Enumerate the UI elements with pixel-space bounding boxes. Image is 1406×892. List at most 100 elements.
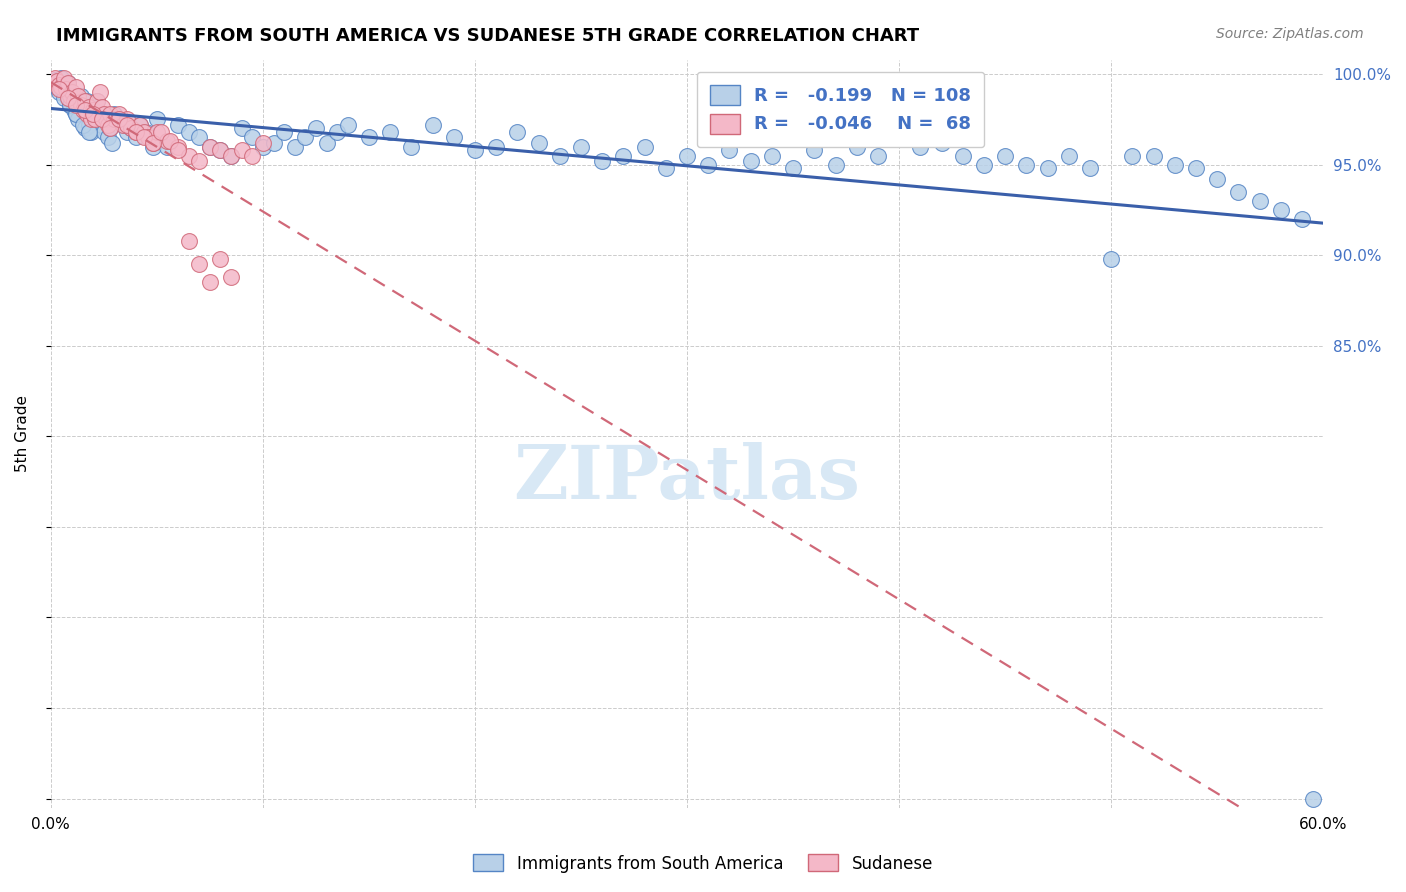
Point	[65, 98, 87, 112]
Point	[219, 148, 242, 162]
Point	[198, 139, 221, 153]
Point	[150, 125, 173, 139]
Point	[46, 79, 69, 94]
Point	[401, 139, 423, 153]
Point	[209, 143, 232, 157]
Point	[1302, 791, 1324, 805]
Point	[80, 112, 103, 127]
Point	[111, 118, 134, 132]
Point	[124, 125, 146, 139]
Text: Source: ZipAtlas.com: Source: ZipAtlas.com	[1216, 27, 1364, 41]
Point	[633, 139, 655, 153]
Text: ZIPatlas: ZIPatlas	[513, 442, 860, 515]
Point	[146, 125, 169, 139]
Point	[177, 148, 200, 162]
Point	[77, 118, 100, 132]
Point	[44, 70, 66, 85]
Point	[1164, 158, 1187, 172]
Point	[209, 143, 232, 157]
Point	[56, 76, 79, 90]
Point	[129, 118, 152, 132]
Point	[73, 95, 96, 109]
Point	[48, 85, 70, 99]
Point	[103, 112, 125, 127]
Point	[803, 143, 825, 157]
Point	[782, 161, 804, 176]
Point	[97, 130, 120, 145]
Point	[740, 154, 762, 169]
Text: IMMIGRANTS FROM SOUTH AMERICA VS SUDANESE 5TH GRADE CORRELATION CHART: IMMIGRANTS FROM SOUTH AMERICA VS SUDANES…	[56, 27, 920, 45]
Point	[1015, 158, 1038, 172]
Point	[134, 130, 156, 145]
Point	[65, 79, 87, 94]
Point	[231, 121, 253, 136]
Point	[485, 139, 508, 153]
Point	[845, 139, 868, 153]
Point	[67, 88, 90, 103]
Point	[84, 112, 107, 127]
Point	[973, 158, 995, 172]
Point	[63, 103, 86, 118]
Point	[56, 90, 79, 104]
Point	[315, 136, 337, 150]
Point	[111, 118, 134, 132]
Point	[120, 121, 142, 136]
Point	[93, 125, 115, 139]
Point	[952, 148, 974, 162]
Point	[52, 70, 75, 85]
Point	[72, 100, 94, 114]
Point	[55, 88, 77, 103]
Point	[931, 136, 953, 150]
Point	[142, 136, 165, 150]
Point	[86, 95, 108, 109]
Point	[90, 112, 112, 127]
Point	[1036, 161, 1059, 176]
Point	[219, 269, 242, 284]
Point	[69, 98, 91, 112]
Point	[56, 76, 79, 90]
Point	[73, 103, 96, 118]
Point	[1291, 212, 1313, 227]
Point	[866, 148, 889, 162]
Point	[48, 78, 70, 92]
Point	[86, 95, 108, 109]
Point	[82, 103, 104, 118]
Point	[591, 154, 613, 169]
Point	[101, 136, 124, 150]
Point	[506, 125, 529, 139]
Point	[51, 70, 73, 85]
Point	[994, 148, 1017, 162]
Point	[107, 112, 129, 127]
Point	[52, 90, 75, 104]
Point	[761, 148, 783, 162]
Point	[198, 276, 221, 290]
Point	[55, 81, 77, 95]
Point	[65, 107, 87, 121]
Point	[52, 81, 75, 95]
Point	[305, 121, 328, 136]
Point	[135, 125, 157, 139]
Point	[887, 125, 910, 139]
Point	[198, 139, 221, 153]
Point	[77, 100, 100, 114]
Point	[89, 107, 111, 121]
Point	[107, 112, 129, 127]
Point	[94, 112, 117, 127]
Point	[142, 136, 165, 150]
Point	[48, 81, 70, 95]
Point	[357, 130, 380, 145]
Point	[378, 125, 401, 139]
Point	[134, 125, 156, 139]
Legend: Immigrants from South America, Sudanese: Immigrants from South America, Sudanese	[467, 847, 939, 880]
Point	[76, 95, 98, 109]
Point	[326, 125, 349, 139]
Point	[98, 121, 121, 136]
Point	[59, 88, 82, 103]
Point	[72, 118, 94, 132]
Point	[60, 85, 83, 99]
Point	[252, 139, 274, 153]
Point	[655, 161, 678, 176]
Point	[612, 148, 634, 162]
Point	[177, 125, 200, 139]
Point	[80, 125, 103, 139]
